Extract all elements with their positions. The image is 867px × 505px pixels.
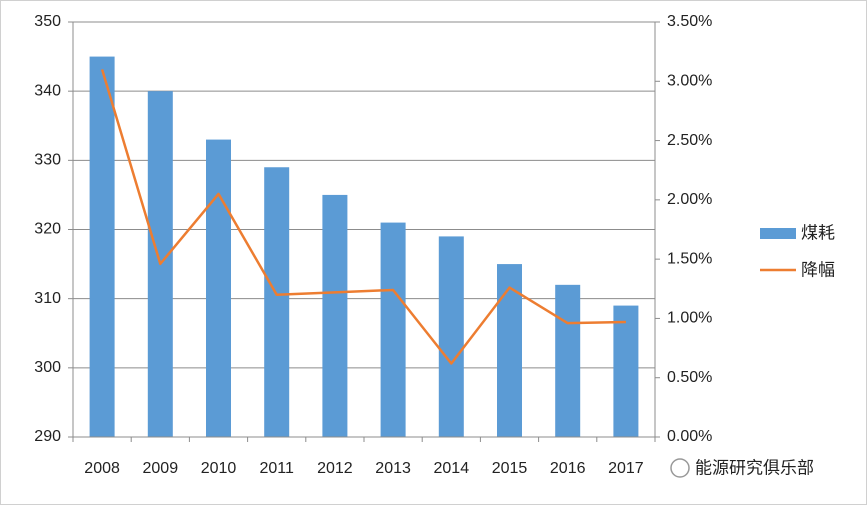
y2-tick-label: 0.00% (667, 428, 712, 445)
watermark: 能源研究俱乐部 (670, 458, 814, 478)
x-tick-label: 2013 (375, 460, 411, 477)
bar (613, 305, 639, 437)
y2-tick-label: 3.50% (667, 13, 712, 30)
bar (555, 284, 581, 437)
y2-tick-label: 1.00% (667, 310, 712, 327)
x-tick-label: 2009 (143, 460, 179, 477)
x-tick-label: 2012 (317, 460, 353, 477)
y-tick-label: 330 (34, 152, 61, 169)
y-tick-label: 320 (34, 221, 61, 238)
legend-label: 煤耗 (801, 223, 835, 242)
bar (380, 222, 406, 437)
legend-swatch (760, 228, 796, 239)
y2-tick-label: 0.50% (667, 369, 712, 386)
line (100, 69, 626, 365)
x-tick-label: 2010 (201, 460, 237, 477)
bar (322, 194, 348, 437)
y-tick-label: 300 (34, 359, 61, 376)
bar (206, 139, 231, 438)
legend-label: 降幅 (801, 260, 835, 279)
y2-tick-label: 1.50% (667, 250, 712, 267)
x-tick-label: 2015 (492, 460, 528, 477)
watermark-text: 能源研究俱乐部 (695, 458, 814, 477)
x-tick-label: 2014 (434, 460, 470, 477)
y2-tick-label: 3.00% (667, 73, 712, 90)
y-tick-label: 310 (34, 290, 61, 307)
y2-tick-label: 2.00% (667, 191, 712, 208)
bar (89, 56, 115, 437)
bar (438, 236, 464, 437)
x-tick-label: 2008 (84, 460, 120, 477)
y-tick-label: 350 (34, 13, 61, 30)
y-tick-label: 290 (34, 428, 61, 445)
bar (264, 167, 290, 437)
bar (497, 264, 522, 437)
y2-tick-label: 2.50% (667, 132, 712, 149)
x-tick-label: 2011 (259, 460, 294, 477)
x-tick-label: 2017 (608, 460, 644, 477)
y-tick-label: 340 (34, 82, 61, 99)
watermark-icon (670, 458, 690, 478)
x-tick-label: 2016 (550, 460, 586, 477)
